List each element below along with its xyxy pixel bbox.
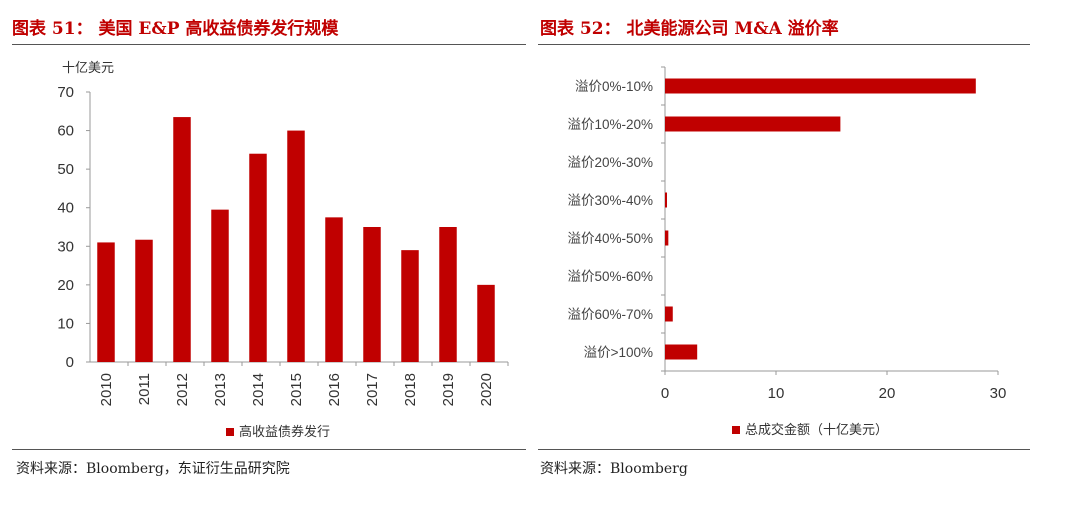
right-chart-title: 图表 52： 北美能源公司 M&A 溢价率: [540, 19, 839, 39]
right-y-tick-label: 溢价>100%: [584, 345, 653, 360]
left-title-rule: [12, 44, 526, 45]
left-bar: [249, 153, 267, 362]
right-bar: [665, 230, 669, 246]
left-y-tick-label: 30: [57, 238, 74, 255]
right-legend: 总成交金额（十亿美元）: [732, 419, 888, 438]
right-source-note: 资料来源：Bloomberg: [540, 461, 688, 477]
left-x-tick-label: 2014: [250, 373, 267, 406]
left-bar: [401, 250, 419, 362]
left-bar: [211, 209, 229, 362]
right-y-tick-label: 溢价50%-60%: [567, 269, 653, 284]
left-y-tick-label: 20: [57, 277, 74, 294]
left-x-tick-label: 2016: [326, 373, 343, 406]
right-bar: [665, 116, 841, 132]
right-legend-label: 总成交金额（十亿美元）: [745, 423, 889, 438]
left-source-note: 资料来源：Bloomberg，东证衍生品研究院: [16, 461, 290, 477]
left-x-tick-label: 2011: [136, 373, 153, 405]
right-bar: [665, 192, 667, 208]
right-x-tick-label: 0: [661, 385, 669, 402]
left-legend: 高收益债券发行: [226, 421, 330, 440]
left-x-tick-label: 2017: [364, 373, 381, 406]
right-x-tick-label: 30: [990, 385, 1007, 402]
left-bar: [439, 227, 457, 362]
right-legend-swatch: [732, 425, 740, 434]
right-y-tick-label: 溢价10%-20%: [567, 117, 653, 132]
left-bar: [135, 239, 153, 362]
right-bar: [665, 344, 698, 360]
left-y-tick-label: 60: [57, 123, 74, 140]
left-y-tick-label: 50: [57, 161, 74, 178]
left-source-rule: [12, 449, 526, 450]
right-bar: [665, 306, 673, 322]
left-y-tick-label: 40: [57, 200, 74, 217]
left-chart-panel: 图表 51： 美国 E&P 高收益债券发行规模 十亿美元 0 10 20 30 40 50 6…: [0, 0, 528, 505]
left-y-tick-label: 70: [57, 84, 74, 101]
right-bar-chart: 溢价0%-10% 溢价10%-20% 溢价20%-30% 溢价30%-40% 溢价40%…: [567, 66, 1007, 402]
left-x-tick-label: 2019: [440, 373, 457, 406]
left-y-tick-label: 10: [57, 315, 74, 332]
right-y-tick-label: 溢价0%-10%: [575, 79, 653, 94]
left-x-tick-label: 2018: [402, 373, 419, 406]
right-source-rule: [538, 449, 1030, 450]
left-bar: [325, 217, 343, 362]
left-x-tick-label: 2015: [288, 373, 305, 406]
left-bar: [363, 227, 381, 362]
right-y-tick-label: 溢价20%-30%: [567, 155, 653, 170]
left-bar: [173, 117, 191, 362]
right-y-tick-label: 溢价30%-40%: [567, 193, 653, 208]
left-y-tick-label: 0: [66, 354, 74, 371]
right-bar: [665, 78, 976, 94]
left-x-tick-label: 2020: [478, 373, 495, 406]
left-y-unit-label: 十亿美元: [62, 60, 114, 75]
left-legend-label: 高收益债券发行: [239, 425, 331, 440]
left-bar: [97, 242, 115, 362]
left-legend-swatch: [226, 427, 234, 436]
left-chart-title: 图表 51： 美国 E&P 高收益债券发行规模: [12, 19, 339, 39]
right-y-tick-label: 溢价60%-70%: [567, 307, 653, 322]
right-chart-panel: 图表 52： 北美能源公司 M&A 溢价率 溢价0%-10% 溢价10%-20% 溢…: [538, 0, 1069, 505]
left-bar-chart: 十亿美元 0 10 20 30 40 50 60 70 2010 2011 2012 2013 2014 2…: [57, 60, 509, 406]
right-y-tick-label: 溢价40%-50%: [567, 231, 653, 246]
left-x-tick-label: 2010: [98, 373, 115, 406]
left-x-tick-label: 2012: [174, 373, 191, 406]
right-x-tick-label: 10: [768, 385, 785, 402]
left-x-tick-label: 2013: [212, 373, 229, 406]
left-bar: [477, 284, 495, 362]
left-bar: [287, 130, 305, 362]
right-x-tick-label: 20: [879, 385, 896, 402]
right-title-rule: [538, 44, 1030, 45]
